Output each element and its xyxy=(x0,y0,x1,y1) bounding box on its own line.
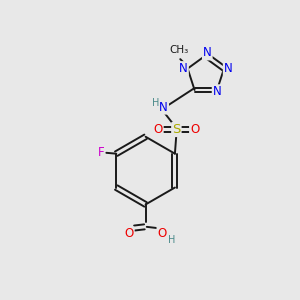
Text: N: N xyxy=(224,62,233,75)
Text: H: H xyxy=(152,98,159,108)
Text: F: F xyxy=(98,146,104,159)
Text: O: O xyxy=(190,123,199,136)
Text: H: H xyxy=(168,236,175,245)
Text: N: N xyxy=(213,85,221,98)
Text: N: N xyxy=(179,62,188,75)
Text: S: S xyxy=(172,123,181,136)
Text: O: O xyxy=(154,123,163,136)
Text: N: N xyxy=(203,46,212,59)
Text: O: O xyxy=(158,227,167,240)
Text: CH₃: CH₃ xyxy=(169,45,188,55)
Text: N: N xyxy=(159,101,168,114)
Text: O: O xyxy=(124,227,134,240)
